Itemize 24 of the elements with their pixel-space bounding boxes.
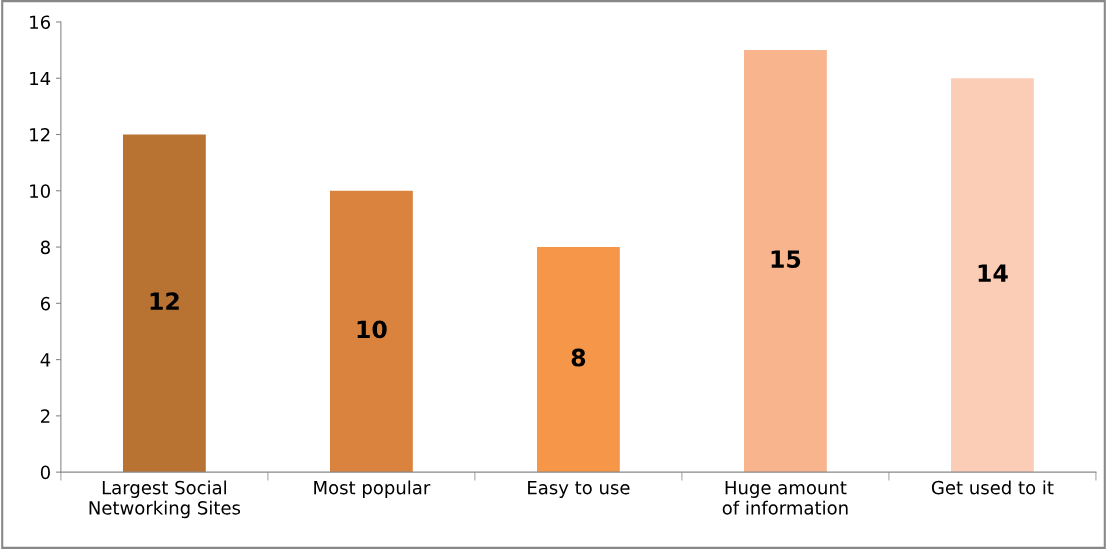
data-label: 15 xyxy=(771,250,801,268)
x-tick-label: Easy to use xyxy=(528,481,630,498)
bar xyxy=(951,78,1034,473)
data-label: 14 xyxy=(978,264,1008,282)
y-tick-label: 6 xyxy=(40,296,51,311)
bar xyxy=(744,50,827,473)
data-label: 12 xyxy=(150,292,179,310)
x-tick-label: Largest Social Networking Sites xyxy=(89,480,241,519)
y-tick-label: 2 xyxy=(41,409,50,423)
y-tick-label: 10 xyxy=(30,184,50,198)
data-label: 10 xyxy=(357,320,387,339)
y-tick-label: 12 xyxy=(30,127,50,142)
x-tick-label: Get used to it xyxy=(931,480,1054,495)
x-tick-label: Most popular xyxy=(314,480,431,498)
y-tick-label: 8 xyxy=(40,240,50,255)
bar xyxy=(330,190,413,473)
x-tick-label: Huge amount of information xyxy=(722,481,848,515)
y-tick-label: 16 xyxy=(30,15,51,30)
y-tick-label: 14 xyxy=(30,71,51,86)
y-tick-label: 4 xyxy=(40,353,51,367)
bar xyxy=(537,247,620,473)
y-tick-label: 0 xyxy=(40,465,50,480)
data-label: 8 xyxy=(571,348,586,367)
bar xyxy=(122,134,206,473)
